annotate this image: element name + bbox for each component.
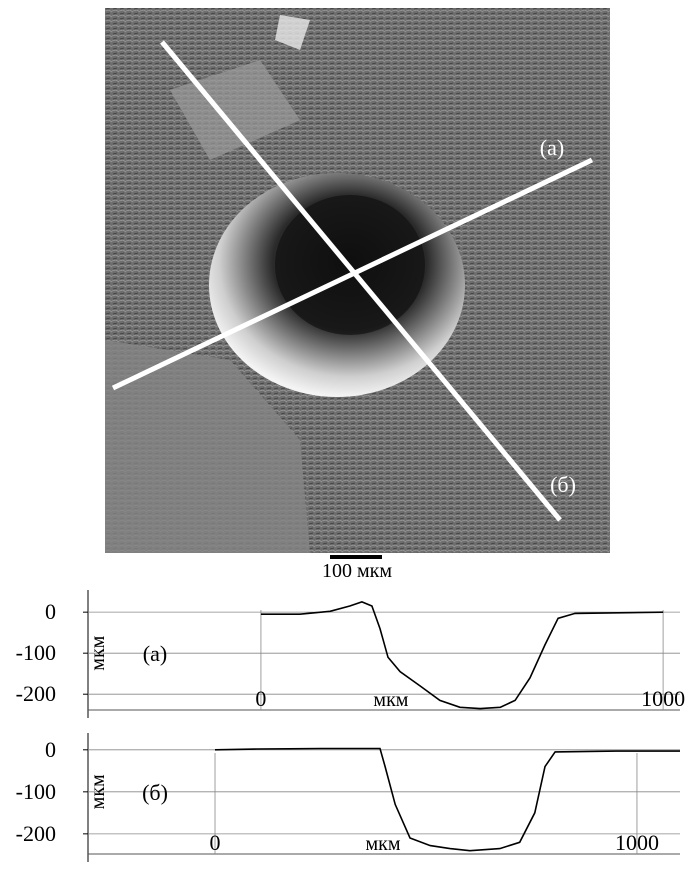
annotation: (а): [143, 641, 167, 666]
x-tick-label: 1000: [641, 686, 685, 711]
y-tick-label: 0: [45, 737, 56, 762]
y-tick-label: 0: [45, 599, 56, 624]
y-tick-label: -100: [16, 779, 56, 804]
scale-label: 100 мкм: [322, 560, 392, 582]
figure: (а) (б) 100 мкм 0 -100 -200 0 1000 мкм мкм (а) 0…: [0, 0, 694, 865]
y-tick-label: -200: [16, 821, 56, 846]
y-tick-label: -200: [16, 681, 56, 706]
x-tick-label: 1000: [615, 830, 659, 855]
x-axis-label: мкм: [365, 833, 400, 855]
line-label: (а): [540, 135, 564, 160]
x-axis-label: мкм: [373, 689, 408, 711]
line-label: (б): [550, 472, 576, 497]
y-axis-label: мкм: [87, 635, 109, 670]
x-tick-label: 0: [255, 686, 266, 711]
profile-line: [215, 749, 680, 851]
annotation: (б): [142, 780, 168, 805]
y-tick-label: -100: [16, 640, 56, 665]
profile-line: [261, 602, 663, 709]
y-axis-label: мкм: [87, 774, 109, 809]
x-tick-label: 0: [210, 830, 221, 855]
sem-image: (а) (б): [105, 8, 610, 553]
